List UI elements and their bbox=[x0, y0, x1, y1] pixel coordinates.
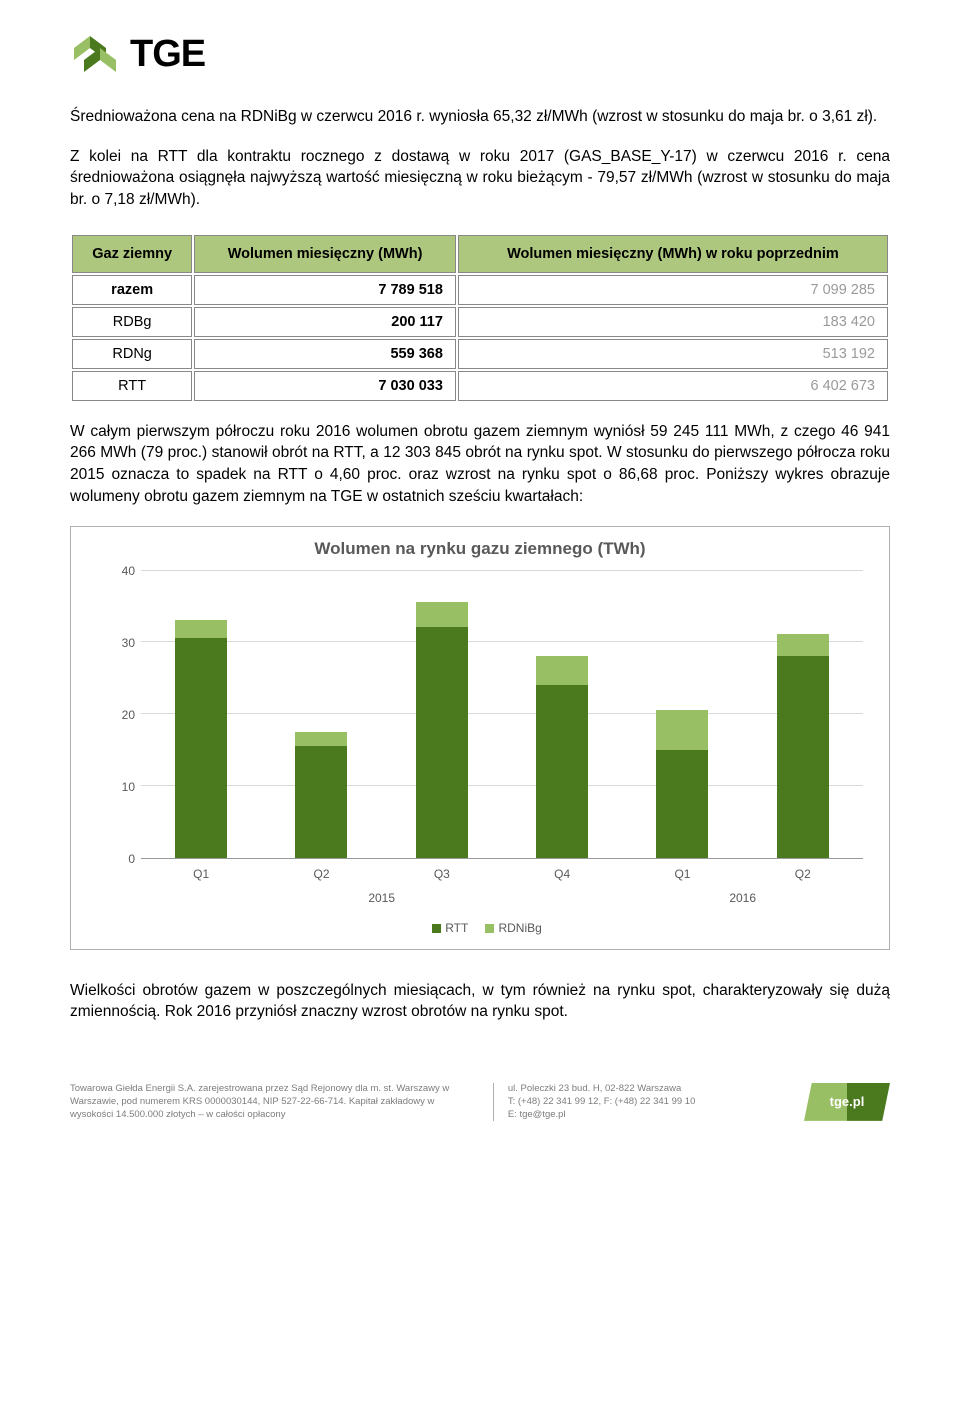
th-prev: Wolumen miesięczny (MWh) w roku poprzedn… bbox=[458, 235, 888, 273]
table-row: razem7 789 5187 099 285 bbox=[72, 275, 888, 305]
chart-bars bbox=[141, 571, 863, 858]
legend-rdnibg: RDNiBg bbox=[498, 921, 541, 935]
chart-bar bbox=[261, 571, 381, 858]
paragraph-2: Z kolei na RTT dla kontraktu rocznego z … bbox=[70, 146, 890, 211]
chart-legend: RTT RDNiBg bbox=[91, 921, 869, 935]
chart-area: Q1Q2Q3Q4Q1Q2 20152016 010203040 bbox=[91, 567, 869, 887]
chart-x-tick: Q2 bbox=[795, 867, 811, 881]
bar-segment-rdnibg bbox=[777, 634, 829, 656]
chart-y-tick: 10 bbox=[122, 780, 135, 794]
gas-volume-chart: Wolumen na rynku gazu ziemnego (TWh) Q1Q… bbox=[70, 526, 890, 950]
chart-title: Wolumen na rynku gazu ziemnego (TWh) bbox=[91, 539, 869, 559]
th-cur: Wolumen miesięczny (MWh) bbox=[194, 235, 456, 273]
chart-bar bbox=[743, 571, 863, 858]
cell-label: RTT bbox=[72, 371, 192, 401]
table-row: RTT7 030 0336 402 673 bbox=[72, 371, 888, 401]
cell-label: RDNg bbox=[72, 339, 192, 369]
chart-bar bbox=[141, 571, 261, 858]
logo: TGE bbox=[70, 30, 890, 78]
paragraph-1: Średnioważona cena na RDNiBg w czerwcu 2… bbox=[70, 106, 890, 128]
gas-volume-table: Gaz ziemny Wolumen miesięczny (MWh) Wolu… bbox=[70, 233, 890, 403]
footer-divider bbox=[493, 1083, 494, 1121]
table-row: RDBg200 117183 420 bbox=[72, 307, 888, 337]
bar-segment-rdnibg bbox=[536, 656, 588, 685]
cell-current: 7 030 033 bbox=[194, 371, 456, 401]
legend-swatch-rtt bbox=[432, 924, 441, 933]
bar-segment-rtt bbox=[295, 746, 347, 858]
chart-bar bbox=[382, 571, 502, 858]
bar-segment-rtt bbox=[536, 685, 588, 858]
paragraph-3: W całym pierwszym półroczu roku 2016 wol… bbox=[70, 421, 890, 508]
chart-x-tick: Q1 bbox=[674, 867, 690, 881]
cell-previous: 513 192 bbox=[458, 339, 888, 369]
chart-y-tick: 30 bbox=[122, 636, 135, 650]
cell-previous: 183 420 bbox=[458, 307, 888, 337]
chart-x-tick: Q3 bbox=[434, 867, 450, 881]
footer-phone: T: (+48) 22 341 99 12, F: (+48) 22 341 9… bbox=[508, 1096, 804, 1109]
chart-x-tick: Q1 bbox=[193, 867, 209, 881]
th-gaz: Gaz ziemny bbox=[72, 235, 192, 273]
legend-swatch-rdnibg bbox=[485, 924, 494, 933]
cell-current: 559 368 bbox=[194, 339, 456, 369]
chart-y-tick: 0 bbox=[128, 852, 135, 866]
cell-previous: 6 402 673 bbox=[458, 371, 888, 401]
chart-x-tick: Q4 bbox=[554, 867, 570, 881]
chart-x-labels: Q1 Q2 Q3 Q4 Q1 Q2 bbox=[141, 867, 863, 881]
paragraph-4: Wielkości obrotów gazem w poszczególnych… bbox=[70, 980, 890, 1023]
chart-bar bbox=[622, 571, 742, 858]
chart-year-label: 2015 bbox=[141, 891, 622, 905]
footer-address: ul. Poleczki 23 bud. H, 02-822 Warszawa bbox=[508, 1083, 804, 1096]
chart-bar bbox=[502, 571, 622, 858]
cell-label: razem bbox=[72, 275, 192, 305]
chart-y-tick: 20 bbox=[122, 708, 135, 722]
logo-icon bbox=[70, 30, 124, 78]
footer-contact: ul. Poleczki 23 bud. H, 02-822 Warszawa … bbox=[508, 1083, 804, 1121]
legend-rtt: RTT bbox=[445, 921, 468, 935]
footer: Towarowa Giełda Energii S.A. zarejestrow… bbox=[70, 1083, 890, 1121]
logo-text: TGE bbox=[130, 33, 205, 76]
bar-segment-rdnibg bbox=[416, 602, 468, 627]
chart-x-tick: Q2 bbox=[313, 867, 329, 881]
bar-segment-rdnibg bbox=[295, 732, 347, 746]
bar-segment-rtt bbox=[777, 656, 829, 858]
bar-segment-rtt bbox=[175, 638, 227, 858]
chart-y-tick: 40 bbox=[122, 564, 135, 578]
table-row: RDNg559 368513 192 bbox=[72, 339, 888, 369]
footer-badge-text: tge.pl bbox=[804, 1083, 890, 1121]
footer-email: E: tge@tge.pl bbox=[508, 1109, 804, 1122]
bar-segment-rdnibg bbox=[656, 710, 708, 750]
table-body: razem7 789 5187 099 285RDBg200 117183 42… bbox=[72, 275, 888, 401]
bar-segment-rdnibg bbox=[175, 620, 227, 638]
cell-current: 7 789 518 bbox=[194, 275, 456, 305]
document-page: TGE Średnioważona cena na RDNiBg w czerw… bbox=[0, 0, 960, 1141]
chart-year-labels: 20152016 bbox=[141, 891, 863, 905]
chart-plot bbox=[141, 571, 863, 859]
bar-segment-rtt bbox=[656, 750, 708, 858]
cell-previous: 7 099 285 bbox=[458, 275, 888, 305]
chart-year-label: 2016 bbox=[622, 891, 863, 905]
footer-company-info: Towarowa Giełda Energii S.A. zarejestrow… bbox=[70, 1083, 479, 1121]
footer-badge: tge.pl bbox=[804, 1083, 890, 1121]
cell-label: RDBg bbox=[72, 307, 192, 337]
bar-segment-rtt bbox=[416, 627, 468, 857]
cell-current: 200 117 bbox=[194, 307, 456, 337]
